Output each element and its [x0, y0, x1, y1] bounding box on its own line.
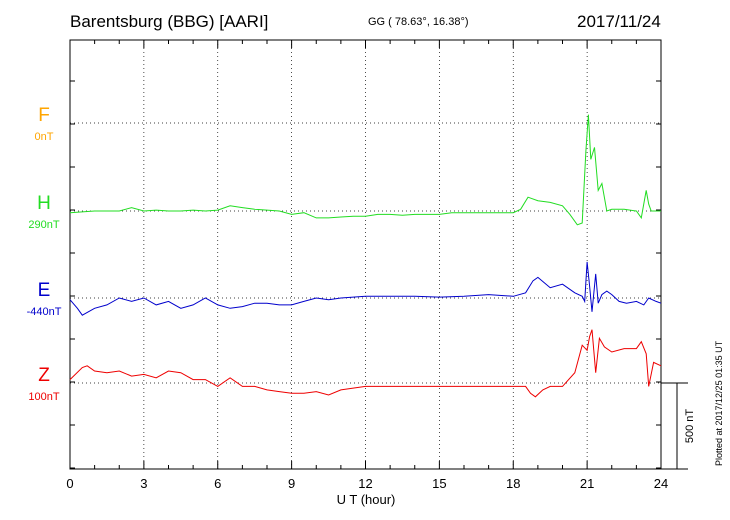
series-baseline-f: 0nT: [35, 131, 54, 143]
scale-bar-label: 500 nT: [684, 409, 696, 444]
series-baseline-h: 290nT: [28, 219, 59, 231]
grid-lines: [70, 40, 661, 469]
series-line-e: [69, 261, 662, 316]
series-layer: [69, 114, 662, 398]
x-tick-label: 3: [140, 476, 147, 491]
series-baseline-e: -440nT: [27, 306, 62, 318]
series-line-h: [69, 114, 661, 226]
x-tick-label: 12: [358, 476, 372, 491]
plotted-timestamp: Plotted at 2017/12/25 01:35 UT: [714, 340, 724, 466]
series-labels: F 0nT H 290nT E -440nT Z 100nT: [27, 105, 62, 403]
chart-date: 2017/11/24: [577, 12, 661, 31]
station-coordinates: GG ( 78.63°, 16.38°): [368, 16, 469, 28]
x-tick-label: 0: [66, 476, 73, 491]
series-line-z: [69, 329, 662, 398]
x-tick-label: 9: [288, 476, 295, 491]
x-tick-label: 6: [214, 476, 221, 491]
series-name-h: H: [37, 193, 51, 214]
series-name-f: F: [38, 105, 50, 126]
x-tick-label: 18: [506, 476, 520, 491]
axis-ticks: 0 3 6 9 12 15 18 21 24: [66, 40, 668, 491]
series-name-z: Z: [38, 365, 50, 386]
x-tick-label: 21: [580, 476, 594, 491]
station-title: Barentsburg (BBG) [AARI]: [70, 12, 269, 31]
x-tick-label: 24: [654, 476, 668, 491]
series-baseline-z: 100nT: [28, 391, 59, 403]
scale-bar: 500 nT: [661, 382, 696, 470]
x-tick-label: 15: [432, 476, 446, 491]
x-axis-label: U T (hour): [337, 492, 396, 507]
series-name-e: E: [38, 280, 51, 301]
